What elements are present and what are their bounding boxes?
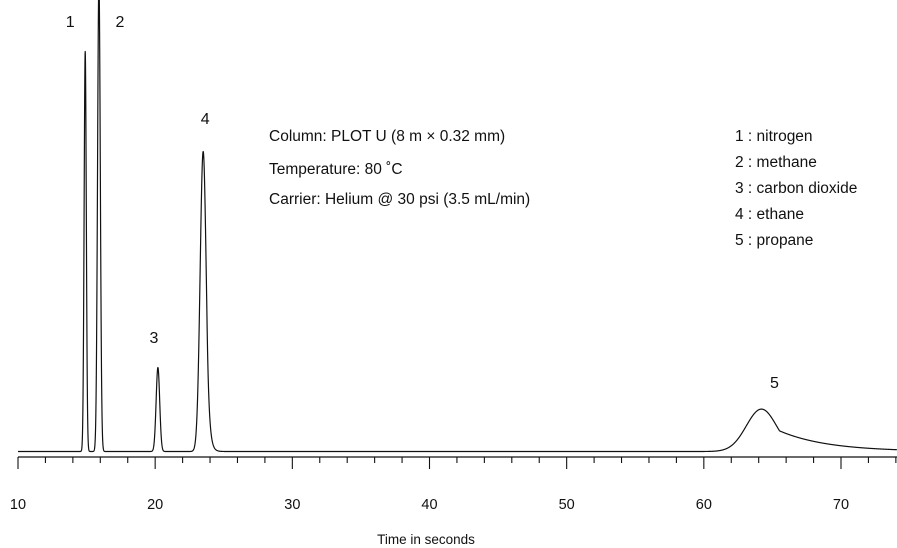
legend-item: 3 : carbon dioxide [735, 180, 857, 197]
peak-labels: 1 2 3 4 5 [66, 14, 779, 392]
legend-item: 4 : ethane [735, 206, 804, 223]
x-axis-title: Time in seconds [377, 532, 475, 547]
peak-label: 3 [149, 330, 158, 347]
peak-legend: 1 : nitrogen 2 : methane 3 : carbon diox… [735, 128, 857, 249]
x-tick-label: 40 [421, 497, 437, 513]
legend-item: 2 : methane [735, 154, 817, 171]
x-tick-label: 70 [833, 497, 849, 513]
column-info: Column: PLOT U (8 m × 0.32 mm) Temperatu… [269, 128, 530, 208]
x-tick-label: 50 [559, 497, 575, 513]
legend-item: 5 : propane [735, 232, 813, 249]
chromatogram-line [17, 0, 897, 453]
x-tick-label: 10 [10, 497, 26, 513]
column-info-line: Column: PLOT U (8 m × 0.32 mm) [269, 128, 505, 145]
x-tick-label: 60 [696, 497, 712, 513]
carrier-info-line: Carrier: Helium @ 30 psi (3.5 mL/min) [269, 191, 530, 208]
legend-item: 1 : nitrogen [735, 128, 813, 145]
peak-label: 4 [201, 111, 210, 128]
temperature-info-line: Temperature: 80 ˚C [269, 161, 403, 178]
peak-label: 1 [66, 14, 75, 31]
x-tick-label: 30 [284, 497, 300, 513]
x-tick-label: 20 [147, 497, 163, 513]
peak-label: 5 [770, 375, 779, 392]
peak-label: 2 [115, 14, 124, 31]
chromatogram-trace-layer [17, 0, 897, 453]
x-axis: 10 20 30 40 50 60 70 [10, 456, 897, 513]
